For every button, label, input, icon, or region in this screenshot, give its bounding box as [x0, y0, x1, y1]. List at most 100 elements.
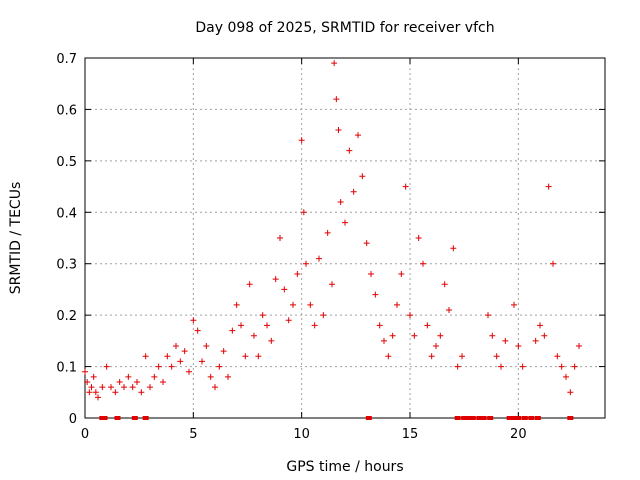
y-tick-label: 0.4 — [56, 206, 77, 221]
zero-value-point — [511, 416, 517, 420]
data-point — [220, 348, 227, 355]
data-point — [337, 199, 344, 205]
zero-value-point — [461, 416, 468, 420]
data-point — [324, 229, 331, 236]
data-point — [363, 240, 370, 247]
zero-value-point — [114, 416, 121, 420]
data-point — [437, 332, 444, 339]
data-point — [194, 327, 201, 334]
data-point — [164, 353, 171, 360]
data-point — [255, 353, 262, 360]
gridlines — [85, 58, 605, 418]
data-point — [186, 368, 192, 375]
data-point — [381, 337, 387, 344]
data-point — [398, 271, 405, 277]
data-point — [541, 332, 548, 339]
data-point — [229, 327, 236, 334]
data-point — [311, 322, 318, 329]
data-point — [545, 183, 552, 190]
data-point — [190, 317, 197, 324]
zero-value-point — [131, 416, 138, 420]
data-point — [420, 260, 426, 267]
data-point — [389, 332, 396, 339]
data-point — [563, 373, 569, 380]
data-point — [199, 358, 205, 365]
data-point — [454, 363, 461, 370]
data-point — [372, 291, 379, 298]
axis-ticks: 0 0.1 0.2 0.3 0.4 0.5 0.6 0.7 0 5 10 15 20 — [56, 52, 605, 442]
data-points — [82, 60, 582, 420]
data-point — [459, 353, 465, 360]
data-point — [333, 96, 340, 103]
data-point — [519, 363, 526, 370]
data-point — [300, 209, 307, 216]
data-point — [281, 286, 288, 293]
zero-value-point — [101, 416, 108, 420]
y-axis-label: SRMTID / TECUs — [8, 182, 24, 295]
data-point — [446, 307, 452, 313]
data-point — [138, 389, 145, 396]
zero-value-point — [521, 416, 528, 420]
data-point — [259, 312, 266, 319]
x-axis-label: GPS time / hours — [286, 459, 403, 475]
data-point — [155, 363, 162, 370]
data-point — [550, 260, 556, 267]
data-point — [285, 317, 292, 324]
data-point — [268, 337, 275, 344]
x-tick-label: 5 — [189, 427, 197, 442]
data-point — [350, 188, 357, 195]
data-point — [335, 127, 342, 133]
data-point — [394, 301, 400, 308]
zero-value-point — [480, 416, 487, 420]
data-point — [103, 363, 110, 370]
zero-value-point — [567, 416, 574, 420]
data-point — [216, 363, 223, 370]
y-tick-label: 0.1 — [56, 361, 77, 376]
zero-value-point — [506, 416, 513, 420]
x-tick-label: 20 — [510, 427, 527, 442]
data-point — [415, 235, 422, 241]
data-point — [571, 363, 578, 370]
data-point — [86, 389, 93, 396]
zero-value-point — [142, 416, 149, 420]
data-point — [129, 384, 136, 391]
data-point — [112, 389, 119, 396]
data-point — [125, 373, 132, 380]
data-point — [433, 343, 439, 349]
data-point — [515, 343, 522, 349]
data-point — [346, 147, 353, 154]
data-point — [307, 301, 314, 308]
data-point — [160, 379, 166, 385]
y-tick-label: 0.6 — [56, 103, 77, 118]
data-point — [385, 353, 392, 360]
data-point — [116, 379, 123, 385]
data-point — [242, 353, 249, 360]
y-tick-label: 0.5 — [56, 155, 77, 170]
data-point — [485, 312, 491, 319]
x-tick-label: 15 — [402, 427, 419, 442]
zero-value-point — [487, 416, 494, 420]
data-point — [424, 322, 431, 329]
data-point — [554, 353, 561, 360]
data-point — [428, 353, 435, 360]
data-point — [498, 363, 504, 370]
data-point — [108, 384, 114, 391]
data-point — [558, 363, 565, 370]
data-point — [331, 60, 338, 67]
data-point — [294, 271, 301, 277]
data-point — [212, 384, 218, 391]
chart-title: Day 098 of 2025, SRMTID for receiver vfc… — [195, 20, 494, 36]
zero-value-point — [465, 416, 472, 420]
data-point — [251, 332, 257, 339]
data-point — [489, 332, 496, 339]
data-point — [203, 343, 210, 349]
data-point — [450, 245, 457, 252]
y-tick-label: 0.3 — [56, 258, 77, 273]
data-point — [277, 235, 283, 241]
data-point — [355, 132, 361, 139]
data-point — [173, 343, 179, 349]
data-point — [246, 281, 253, 288]
zero-value-point — [454, 416, 461, 420]
data-point — [90, 373, 97, 380]
